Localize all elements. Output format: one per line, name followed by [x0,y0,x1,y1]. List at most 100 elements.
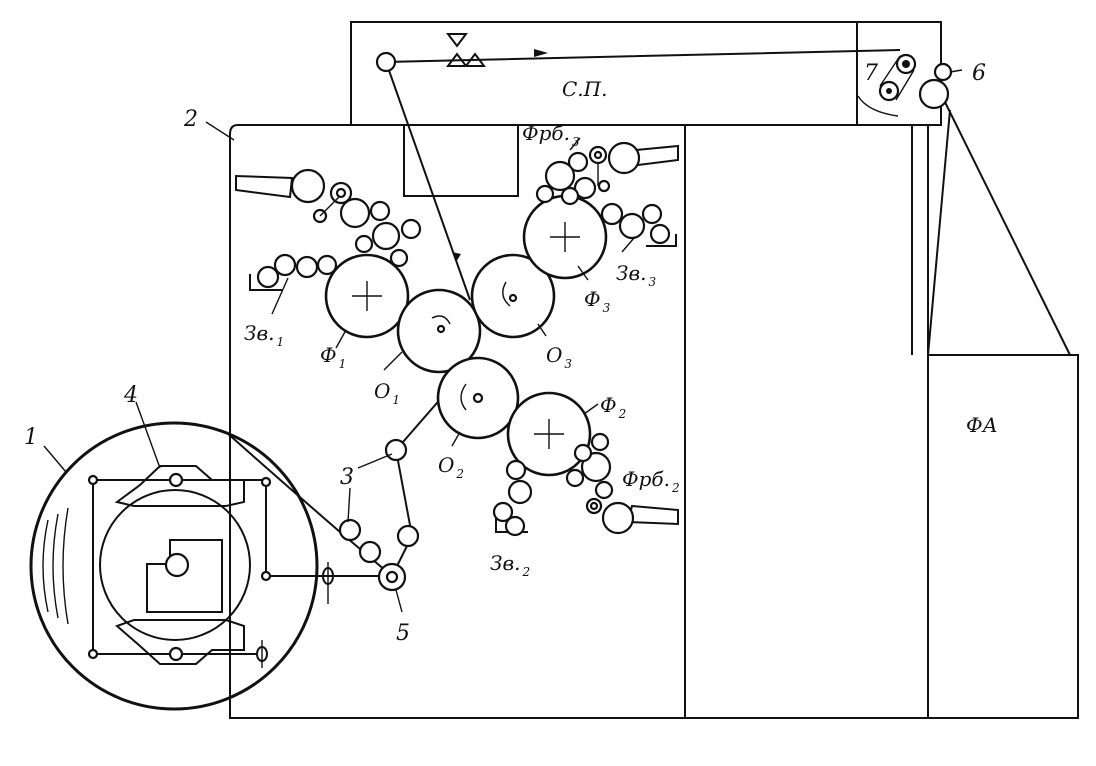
ink-fountain-1 [235,174,294,199]
ink-roller [400,218,422,240]
reel-inner-circle [99,489,251,641]
ink-arm [319,195,341,217]
label-3: 3 [340,465,354,490]
label-6: 6 [972,61,986,86]
water-pan-1 [249,274,282,291]
dryer-symbol [446,33,486,67]
leader-zv1 [271,277,289,315]
ink-roller [573,443,593,463]
reel-stand-pin-bottom [168,646,184,662]
reel-stand-joint-tr [260,476,272,488]
middle-section [684,124,929,719]
ink-roller-core [589,501,599,511]
leader-o1 [383,351,403,371]
ink-roller [590,432,610,452]
damp-roller [600,202,624,226]
web-line-to-fa [941,95,1071,356]
leader-5 [395,589,403,613]
guide-roll [338,518,362,542]
guide-roll [384,438,408,462]
ink-roller [607,141,641,175]
ink-roller [565,468,585,488]
leader-zv3 [621,237,635,253]
web-arrow-up [452,252,461,262]
dryer-window [403,125,519,197]
leader-lines [43,69,963,613]
reel-core-roll [164,552,190,578]
ink-fountain-2 [626,504,679,526]
damp-roller [273,253,297,277]
cylinders [324,194,608,477]
ink-roller [389,248,409,268]
ink-roller-core [335,187,347,199]
ink-roller [601,501,635,535]
ink-roller [290,168,326,204]
leader-o3 [537,323,547,337]
water-pan-3 [646,234,677,247]
damp-roller [492,501,514,523]
label-frb2: Фрб. 2 [622,467,680,495]
web-arrow-right [534,49,548,57]
reel-arc-3 [62,507,69,625]
web-line-to-fa-2 [927,109,951,356]
dryer-triangle-left [446,52,468,67]
label-4: 4 [123,383,138,408]
offset-cylinder-3-rotation [502,281,511,307]
leader-o2 [451,431,461,447]
label-folding-apparatus: ФА [966,413,998,437]
label-dryer: С.П. [562,77,607,101]
ink-roller [535,184,555,204]
guide-roll [358,540,382,564]
label-zv2: Зв. 2 [490,551,530,579]
chill-roll-7-core [886,88,892,94]
ink-roller [580,451,612,483]
ink-roller [597,179,611,193]
dampening-unit-1 [249,253,338,291]
chill-arrow [857,95,899,117]
leader-f3 [577,265,589,281]
reel-arc-1 [42,519,49,613]
leader-f1 [335,329,347,349]
reel-arc-2 [52,513,59,619]
roll-6-small [933,62,953,82]
leader-1 [43,445,67,473]
chill-roll-belt [879,55,915,101]
frame [229,21,1079,719]
outfeed-rolls [878,53,953,110]
inking-unit-3 [535,141,679,206]
inking-unit-1 [235,168,422,268]
ink-roller [354,234,374,254]
dryer-box [350,21,942,126]
inking-unit-2 [565,432,679,535]
offset-cylinder-2-hub [472,392,484,404]
roll-5-core [385,570,399,584]
web-line-guides-up [391,364,471,577]
leader-f2 [583,403,599,415]
label-1: 1 [24,425,38,450]
dryer-triangle-top [446,33,468,48]
offset-cylinder-3-hub [508,293,518,303]
label-zv3: Зв. 3 [616,261,656,289]
guide-rolls [338,51,420,592]
guide-roll [375,51,397,73]
ink-roller-core [593,150,603,160]
offset-cylinder-2-rotation [460,383,467,411]
leader-2 [205,121,235,141]
ink-roller [339,197,371,229]
offset-cylinder-1-rotation [431,315,451,325]
reel-stand-joint-br [260,570,272,582]
reel-stand-joint-bl [87,648,99,660]
roll-6-large [918,78,950,110]
folding-apparatus-box [927,354,1079,719]
label-zv1: Зв. 1 [244,321,284,349]
dryer-triangle-right [464,52,486,67]
label-2: 2 [183,107,198,132]
ink-roller [567,151,589,173]
ink-roller [544,160,576,192]
